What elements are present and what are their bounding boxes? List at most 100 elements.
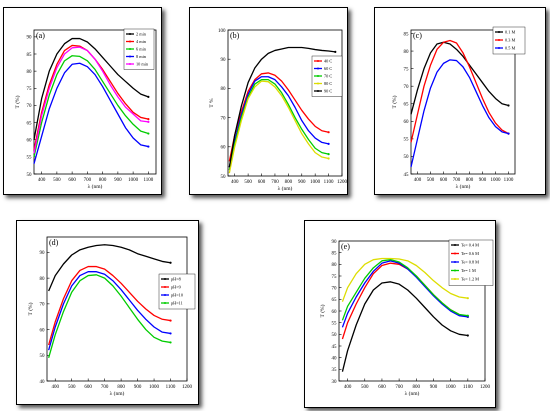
x-tick-label: 600 <box>378 385 386 390</box>
x-tick-label: 800 <box>99 178 107 183</box>
series-end-marker <box>334 50 337 54</box>
series-line-te-0-8-m <box>341 260 468 328</box>
chart-e-svg: 400 500 600 700 800 900 1000 1100 1200 30 35 40 45 50… <box>319 239 494 397</box>
legend-marker <box>498 39 500 41</box>
legend-marker <box>454 244 456 246</box>
x-tick-label: 600 <box>84 385 92 390</box>
y-axis-label: T (%) <box>391 95 398 108</box>
series-end-marker <box>147 132 150 135</box>
series-end-marker <box>327 131 330 134</box>
series-end-marker <box>507 132 510 135</box>
y-tick-label: 55 <box>332 321 338 326</box>
x-tick-label: 900 <box>298 180 306 185</box>
panel-label: (a) <box>36 31 45 40</box>
x-axis-label: λ (nm) <box>405 390 420 397</box>
x-tick-label: 500 <box>68 385 76 390</box>
legend-label: 40 C <box>324 59 332 64</box>
legend-marker <box>317 90 319 92</box>
series-line-te-1-2-m <box>341 257 468 302</box>
chart-d-svg: 400 500 600 700 800 900 1000 1100 1200 40 50 60 70 80… <box>27 236 196 397</box>
x-tick-label: 400 <box>414 178 422 183</box>
x-axis-label: λ (nm) <box>88 183 103 190</box>
y-tick-label: 60 <box>221 146 227 151</box>
legend: 40 C 60 C 70 C 80 C 90 C <box>311 55 343 97</box>
legend-marker <box>164 286 166 288</box>
legend-label: Te= 1.2 M <box>461 277 479 282</box>
legend-marker <box>454 252 456 255</box>
series-end-marker <box>327 157 330 160</box>
legend: 2 min 4 min 6 min 8 min 10 min <box>123 28 155 70</box>
series-end-marker <box>169 332 172 335</box>
series-end-marker <box>169 261 172 264</box>
x-tick-label: 500 <box>427 178 435 183</box>
series-line-ph-9 <box>48 265 171 346</box>
x-tick-label: 700 <box>453 178 461 183</box>
x-tick-label: 700 <box>101 385 109 390</box>
series-line-2-min <box>33 37 149 140</box>
series-end-marker <box>147 118 150 121</box>
y-tick-label: 50 <box>27 173 33 178</box>
legend-label: pH=9 <box>171 285 181 290</box>
x-tick-label: 1200 <box>337 180 348 185</box>
y-tick-label: 80 <box>221 87 227 92</box>
series-line-0-1-m <box>410 41 509 115</box>
y-tick-label: 90 <box>221 58 227 63</box>
legend-label: 80 C <box>324 81 332 86</box>
chart-panel-b: 400 500 600 700 800 900 1000 1100 1200 50 60 70 80 90… <box>189 7 348 195</box>
y-tick-label: 65 <box>27 121 33 126</box>
legend-label: Te= 1 M <box>461 268 476 273</box>
legend-marker <box>454 278 456 280</box>
x-tick-label: 1100 <box>504 178 514 183</box>
series-line-90-c <box>228 46 336 168</box>
legend-marker <box>317 60 319 62</box>
legend-label: 0.1 M <box>505 30 515 35</box>
series-end-marker <box>507 104 510 107</box>
x-tick-label: 1100 <box>463 385 473 390</box>
legend-label: 6 min <box>136 47 147 52</box>
x-tick-label: 1200 <box>182 385 193 390</box>
legend-marker <box>129 48 131 50</box>
panel-label: (e) <box>341 242 350 251</box>
x-tick-label: 800 <box>413 385 421 390</box>
x-tick-label: 500 <box>361 385 369 390</box>
y-tick-label: 35 <box>332 368 338 373</box>
y-tick-label: 100 <box>218 29 226 34</box>
x-tick-label: 500 <box>53 178 61 183</box>
legend-marker <box>164 302 166 304</box>
series-line-60-c <box>228 76 329 168</box>
series-line-40-c <box>228 72 329 162</box>
series-end-marker <box>147 145 150 148</box>
y-tick-label: 80 <box>27 70 33 75</box>
y-tick-label: 80 <box>404 50 410 55</box>
y-tick-label: 75 <box>27 87 33 92</box>
panel-label: (d) <box>49 238 59 247</box>
series-line-0-3-m <box>410 39 509 143</box>
y-tick-label: 40 <box>332 356 338 361</box>
y-tick-label: 70 <box>27 104 33 109</box>
chart-a-svg: 400 500 600 700 800 900 1000 1100 50 55 60 65 70 75 80… <box>14 28 157 190</box>
series-end-marker <box>169 319 172 322</box>
x-tick-label: 600 <box>440 178 448 183</box>
x-tick-label: 800 <box>466 178 474 183</box>
y-tick-label: 75 <box>404 67 410 72</box>
panel-label: (c) <box>413 31 422 40</box>
x-tick-label: 600 <box>258 180 266 185</box>
y-tick-label: 50 <box>221 175 227 180</box>
legend-marker <box>498 31 500 33</box>
x-tick-label: 900 <box>430 385 438 390</box>
y-tick-label: 65 <box>332 298 338 303</box>
legend-label: pH=11 <box>171 301 183 306</box>
y-tick-label: 70 <box>332 286 338 291</box>
x-tick-label: 600 <box>68 178 76 183</box>
y-tick-label: 85 <box>27 53 33 58</box>
x-tick-label: 1000 <box>446 385 457 390</box>
legend-label: pH=8 <box>171 277 181 282</box>
legend: 0.1 M 0.3 M 0.5 M <box>492 26 526 55</box>
y-tick-label: 50 <box>404 155 410 160</box>
legend-marker <box>317 75 319 77</box>
series-line-te-0-4-m <box>341 281 468 372</box>
x-tick-label: 1200 <box>480 385 491 390</box>
y-tick-label: 40 <box>40 380 46 385</box>
legend-label: 0.3 M <box>505 38 515 43</box>
y-tick-label: 50 <box>332 333 338 338</box>
